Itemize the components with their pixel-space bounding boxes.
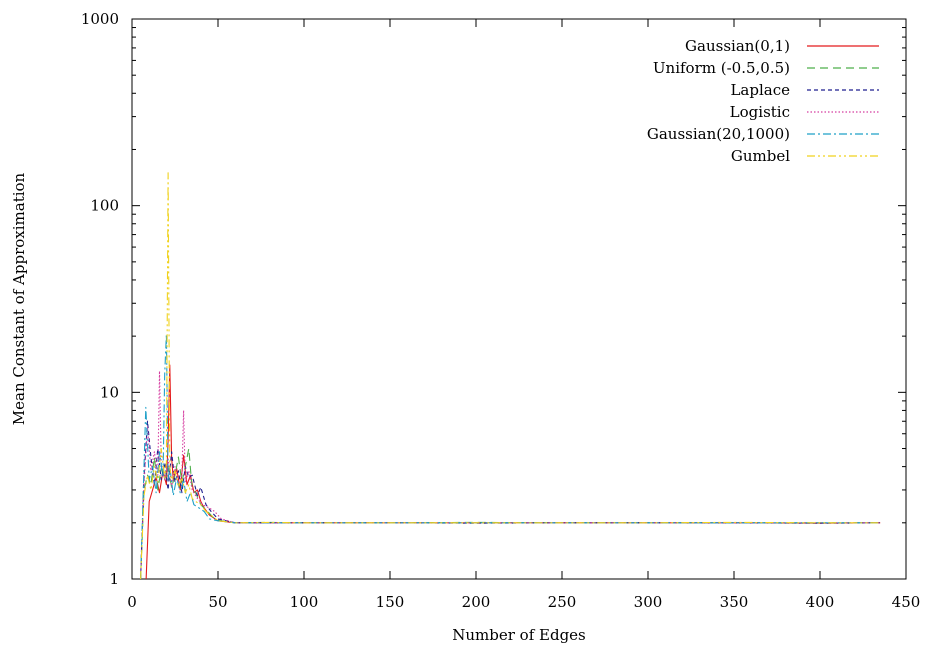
plot-frame	[131, 18, 907, 580]
series-line-5	[140, 333, 881, 579]
x-tick-label-2: 100	[290, 593, 319, 611]
x-tick-label-8: 400	[806, 593, 835, 611]
x-tick-label-1: 50	[208, 593, 227, 611]
x-axis-title: Number of Edges	[452, 626, 586, 644]
series-line-4	[140, 370, 881, 579]
series-line-1	[145, 364, 881, 579]
legend-label-2: Uniform (-0.5,0.5)	[653, 59, 790, 77]
y-tick-label-3: 1000	[81, 10, 119, 28]
x-tick-label-0: 0	[127, 593, 137, 611]
legend-label-4: Logistic	[730, 103, 790, 121]
x-tick-label-7: 350	[720, 593, 749, 611]
legend: Gaussian(0,1) Uniform (-0.5,0.5) Laplace Lo…	[647, 37, 879, 165]
legend-label-6: Gumbel	[731, 147, 790, 165]
series-layer	[140, 172, 881, 579]
x-tick-label-6: 300	[634, 593, 663, 611]
x-tick-label-4: 200	[462, 593, 491, 611]
y-tick-label-0: 1	[109, 570, 119, 588]
series-line-2	[140, 447, 881, 579]
legend-label-3: Laplace	[730, 81, 790, 99]
axis-tick-labels: 0 50 100 150 200 250 300 350 400 450 1 10 100 1000	[81, 10, 921, 611]
series-line-6	[140, 172, 881, 579]
legend-label-1: Gaussian(0,1)	[685, 37, 790, 55]
x-tick-label-5: 250	[548, 593, 577, 611]
y-tick-label-1: 10	[100, 383, 119, 401]
x-tick-label-3: 150	[376, 593, 405, 611]
legend-label-5: Gaussian(20,1000)	[647, 125, 790, 143]
series-line-3	[140, 420, 881, 579]
axis-ticks	[131, 18, 907, 580]
x-tick-label-9: 450	[892, 593, 921, 611]
y-axis-title: Mean Constant of Approximation	[10, 172, 28, 425]
y-tick-label-2: 100	[90, 197, 119, 215]
